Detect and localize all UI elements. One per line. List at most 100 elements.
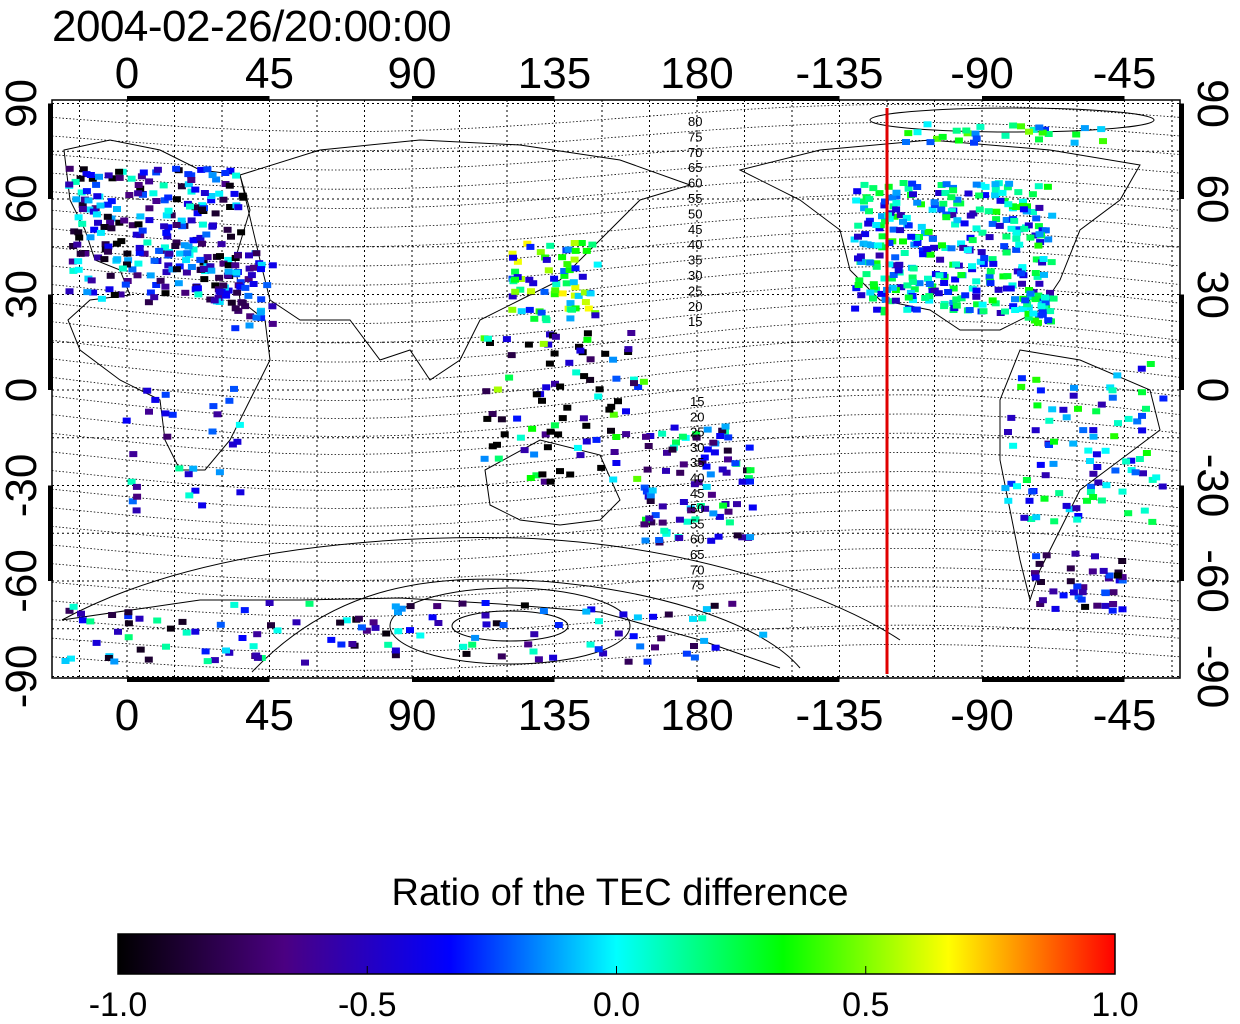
tec-pixel [707, 537, 716, 544]
tec-pixel [698, 615, 707, 622]
tec-pixel [1124, 415, 1133, 422]
tec-pixel [1092, 451, 1101, 458]
tec-pixel [184, 471, 193, 478]
tec-pixel [230, 385, 238, 392]
tec-pixel [911, 235, 920, 241]
tec-pixel [714, 533, 723, 540]
tec-pixel [74, 229, 83, 236]
tec-pixel [159, 182, 168, 189]
tec-pixel [406, 627, 414, 634]
tec-pixel [1007, 480, 1016, 487]
tec-pixel [1065, 506, 1074, 513]
tec-pixel [1026, 290, 1035, 297]
tec-pixel [738, 534, 747, 541]
tec-pixel [558, 254, 567, 261]
tec-pixel [78, 617, 87, 624]
tec-pixel [354, 615, 363, 622]
tec-pixel [593, 261, 602, 268]
tec-pixel [660, 527, 669, 534]
tec-pixel [1018, 280, 1026, 287]
tec-pixel [1012, 235, 1021, 242]
tec-pixel [172, 222, 181, 228]
tec-pixel [551, 380, 559, 387]
tec-pixel [1102, 482, 1111, 489]
tec-pixel [95, 173, 103, 180]
tec-pixel [539, 340, 548, 347]
tec-pixel [100, 224, 109, 230]
lat-tick-label-left: 90 [0, 79, 46, 128]
contour-line [51, 567, 1181, 599]
tec-pixel [246, 313, 255, 320]
colorbar-tick-label: 1.0 [1091, 986, 1138, 1024]
tec-pixel [896, 227, 905, 234]
tec-pixel [133, 493, 142, 500]
tec-pixel [1089, 433, 1098, 440]
lat-tick-label-right: -60 [1188, 549, 1237, 613]
tec-pixel [1009, 203, 1017, 210]
tec-pixel [164, 224, 173, 231]
tec-pixel [234, 252, 242, 259]
tec-pixel [238, 299, 247, 306]
tec-pixel [1017, 270, 1026, 277]
tec-pixel [554, 622, 563, 628]
lon-tick-label-top: -135 [795, 49, 883, 98]
contour-line [51, 471, 1181, 509]
tec-pixel [163, 433, 172, 440]
tec-pixel [1159, 395, 1168, 402]
tec-pixel [864, 220, 873, 227]
tec-pixel [528, 425, 537, 432]
tec-pixel [202, 231, 211, 238]
tec-pixel [887, 275, 896, 282]
tec-pixel [127, 175, 136, 182]
tec-pixel [228, 441, 237, 448]
tec-pixel [1017, 375, 1026, 382]
tec-pixel [1093, 464, 1102, 470]
tec-pixel [65, 165, 74, 172]
tec-pixel [536, 249, 545, 256]
tec-pixel [571, 284, 580, 291]
contour-label-north: 30 [688, 268, 702, 283]
tec-pixel [224, 262, 233, 269]
tec-pixel [996, 197, 1005, 204]
tec-pixel [1013, 483, 1021, 490]
tec-pixel [721, 423, 730, 430]
tec-pixel [709, 510, 718, 517]
tec-pixel [1041, 227, 1050, 234]
tec-pixel [991, 192, 1000, 199]
colorbar-tick-label: 0.0 [593, 986, 640, 1024]
tec-pixel [570, 256, 579, 263]
tec-pixel [1077, 596, 1086, 603]
tec-pixel [1011, 307, 1020, 313]
tec-pixel [532, 472, 541, 479]
tec-pixel [889, 226, 898, 233]
tec-pixel [894, 267, 903, 274]
tec-pixel [194, 291, 203, 298]
tec-pixel [878, 233, 887, 240]
tec-pixel [210, 297, 219, 304]
tec-pixel [222, 647, 230, 654]
tec-pixel [81, 250, 89, 257]
tec-pixel [913, 240, 922, 246]
tec-pixel [124, 634, 133, 641]
tec-pixel [483, 415, 492, 422]
tec-pixel [1000, 243, 1009, 250]
tec-pixel [1080, 125, 1089, 132]
contour-label-north: 80 [688, 114, 702, 129]
tec-pixel [257, 266, 265, 273]
tec-pixel [972, 225, 981, 232]
tec-pixel [73, 241, 82, 248]
tec-pixel [1050, 518, 1059, 525]
tec-pixel [1032, 376, 1041, 383]
tec-pixel [189, 237, 198, 244]
frame-bar-top [697, 96, 840, 101]
tec-pixel [1033, 273, 1042, 280]
tec-pixel [952, 296, 961, 303]
tec-pixel [458, 600, 467, 607]
tec-pixel [975, 192, 984, 199]
tec-pixel [530, 315, 539, 322]
tec-pixel [748, 504, 757, 511]
tec-pixel [541, 431, 550, 438]
tec-pixel [1038, 259, 1047, 266]
tec-pixel [369, 619, 378, 626]
tec-pixel [208, 223, 217, 230]
